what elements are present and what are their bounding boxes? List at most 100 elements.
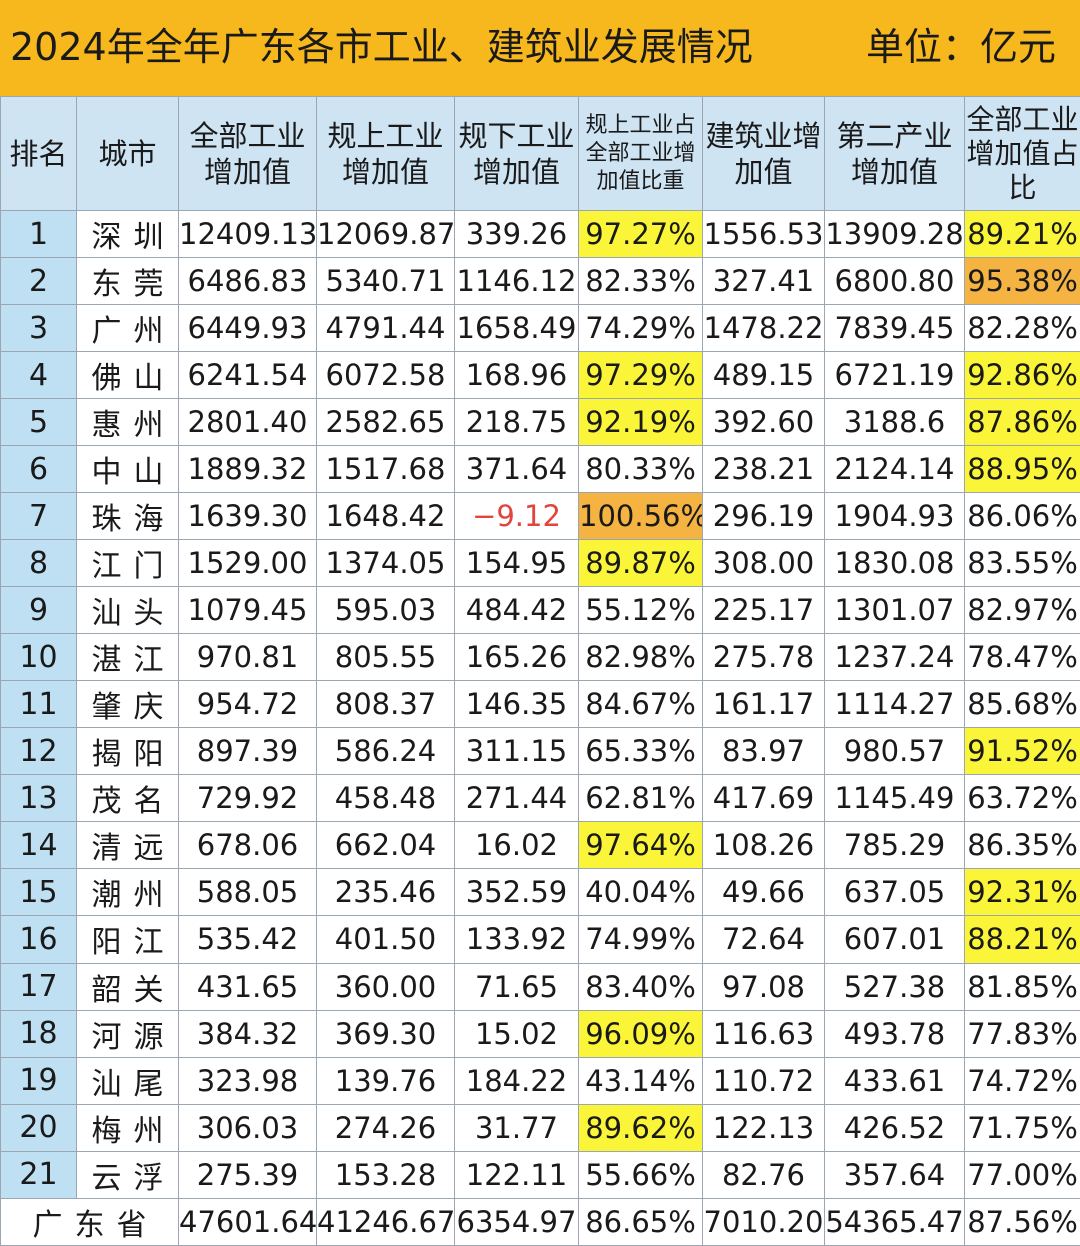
col-header-city: 城市 [76,96,179,211]
total-secondary-cell: 54365.47 [824,1197,965,1246]
below-scale-cell: 311.15 [454,727,579,776]
total-above-scale-cell: 41246.67 [316,1197,455,1246]
industry-share-cell: 81.85% [964,962,1080,1011]
rank-cell: 17 [0,962,77,1011]
industry-share-cell: 86.35% [964,821,1080,870]
table-row: 3 广州 6449.93 4791.44 1658.49 74.29% 1478.22 783… [0,304,1080,353]
above-scale-cell: 139.76 [316,1056,455,1105]
col-header-rank: 排名 [0,96,77,211]
construction-cell: 110.72 [702,1056,825,1105]
above-share-cell: 74.99% [578,915,703,964]
all-industry-cell: 275.39 [178,1150,317,1199]
above-scale-cell: 662.04 [316,821,455,870]
city-cell: 阳江 [76,915,179,964]
all-industry-cell: 6486.83 [178,257,317,306]
page-title: 2024年全年广东各市工业、建筑业发展情况 [10,25,753,69]
construction-cell: 275.78 [702,633,825,682]
above-scale-cell: 808.37 [316,680,455,729]
construction-cell: 225.17 [702,586,825,635]
secondary-cell: 1145.49 [824,774,965,823]
above-scale-cell: 12069.87 [316,209,455,259]
below-scale-cell: 122.11 [454,1150,579,1199]
below-scale-cell: 271.44 [454,774,579,823]
construction-cell: 83.97 [702,727,825,776]
city-cell: 汕头 [76,586,179,635]
city-cell: 珠海 [76,492,179,541]
below-scale-cell: 1146.12 [454,257,579,306]
below-scale-cell: 168.96 [454,351,579,400]
rank-cell: 12 [0,727,77,776]
rank-cell: 4 [0,351,77,400]
total-row: 广东省 47601.64 41246.67 6354.97 86.65% 7010.20 5… [0,1197,1080,1246]
industry-share-cell: 63.72% [964,774,1080,823]
rank-cell: 21 [0,1150,77,1199]
above-scale-cell: 586.24 [316,727,455,776]
table-row: 1 深圳 12409.13 12069.87 339.26 97.27% 1556.53 13… [0,209,1080,259]
construction-cell: 417.69 [702,774,825,823]
table-row: 4 佛山 6241.54 6072.58 168.96 97.29% 489.15 6721.… [0,351,1080,400]
rank-cell: 14 [0,821,77,870]
above-scale-cell: 4791.44 [316,304,455,353]
col-header-industry-share: 全部工业增加值占比 [964,96,1080,211]
table-row: 14 清远 678.06 662.04 16.02 97.64% 108.26 785.29 8… [0,821,1080,870]
secondary-cell: 6800.80 [824,257,965,306]
above-share-cell: 40.04% [578,868,703,917]
table-row: 6 中山 1889.32 1517.68 371.64 80.33% 238.21 2124.… [0,445,1080,494]
total-above-share-cell: 86.65% [578,1197,703,1246]
above-share-cell: 74.29% [578,304,703,353]
construction-cell: 72.64 [702,915,825,964]
city-cell: 云浮 [76,1150,179,1199]
table-row: 5 惠州 2801.40 2582.65 218.75 92.19% 392.60 3188.… [0,398,1080,447]
col-header-all-industry: 全部工业增加值 [178,96,317,211]
above-share-cell: 43.14% [578,1056,703,1105]
city-cell: 清远 [76,821,179,870]
secondary-cell: 527.38 [824,962,965,1011]
below-scale-cell: 16.02 [454,821,579,870]
industry-share-cell: 95.38% [964,257,1080,306]
above-scale-cell: 153.28 [316,1150,455,1199]
below-scale-cell: 154.95 [454,539,579,588]
city-cell: 东莞 [76,257,179,306]
unit-label: 单位：亿元 [865,25,1056,69]
city-cell: 广州 [76,304,179,353]
table-row: 17 韶关 431.65 360.00 71.65 83.40% 97.08 527.38 81… [0,962,1080,1011]
below-scale-cell: −9.12 [454,492,579,541]
secondary-cell: 1830.08 [824,539,965,588]
construction-cell: 116.63 [702,1009,825,1058]
construction-cell: 161.17 [702,680,825,729]
rank-cell: 6 [0,445,77,494]
rank-cell: 9 [0,586,77,635]
all-industry-cell: 897.39 [178,727,317,776]
industry-share-cell: 74.72% [964,1056,1080,1105]
rank-cell: 20 [0,1103,77,1152]
below-scale-cell: 339.26 [454,209,579,259]
industry-share-cell: 92.86% [964,351,1080,400]
above-share-cell: 100.56% [578,492,703,541]
all-industry-cell: 384.32 [178,1009,317,1058]
industry-share-cell: 91.52% [964,727,1080,776]
rank-cell: 8 [0,539,77,588]
all-industry-cell: 2801.40 [178,398,317,447]
all-industry-cell: 12409.13 [178,209,317,259]
above-scale-cell: 805.55 [316,633,455,682]
col-header-below-scale: 规下工业增加值 [454,96,579,211]
construction-cell: 1478.22 [702,304,825,353]
industry-share-cell: 92.31% [964,868,1080,917]
below-scale-cell: 184.22 [454,1056,579,1105]
data-table: 排名 城市 全部工业增加值 规上工业增加值 规下工业增加值 规上工业占全部工业增… [0,96,1080,1246]
rank-cell: 16 [0,915,77,964]
above-scale-cell: 274.26 [316,1103,455,1152]
construction-cell: 489.15 [702,351,825,400]
table-row: 15 潮州 588.05 235.46 352.59 40.04% 49.66 637.05 9… [0,868,1080,917]
construction-cell: 392.60 [702,398,825,447]
secondary-cell: 1237.24 [824,633,965,682]
above-share-cell: 82.98% [578,633,703,682]
construction-cell: 308.00 [702,539,825,588]
col-header-construction: 建筑业增加值 [702,96,825,211]
above-share-cell: 89.62% [578,1103,703,1152]
secondary-cell: 785.29 [824,821,965,870]
above-share-cell: 55.12% [578,586,703,635]
col-header-above-share: 规上工业占全部工业增加值比重 [578,96,703,211]
all-industry-cell: 535.42 [178,915,317,964]
all-industry-cell: 954.72 [178,680,317,729]
